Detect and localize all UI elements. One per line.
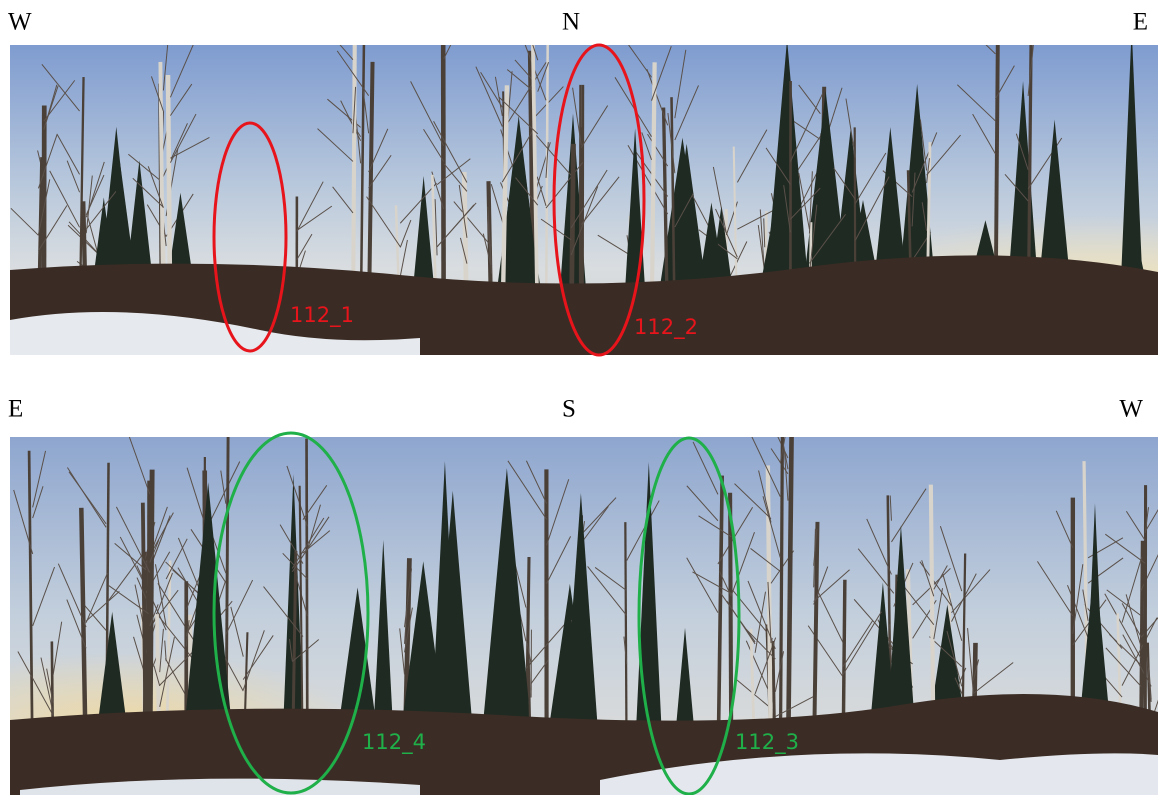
direction-label: W: [1119, 396, 1143, 423]
direction-label: E: [8, 396, 23, 423]
direction-label: W: [8, 9, 32, 36]
tree-label: 112_3: [735, 730, 799, 755]
tree-label: 112_4: [362, 730, 426, 755]
tree-label: 112_2: [634, 315, 698, 340]
panorama-photo: [10, 395, 1165, 795]
direction-label: N: [562, 9, 580, 36]
figure: W N E E S W 112_1 112_2 112_4 112_3: [0, 0, 1165, 795]
direction-label: E: [1133, 9, 1148, 36]
direction-label: S: [562, 396, 576, 423]
tree-label: 112_1: [290, 303, 354, 328]
